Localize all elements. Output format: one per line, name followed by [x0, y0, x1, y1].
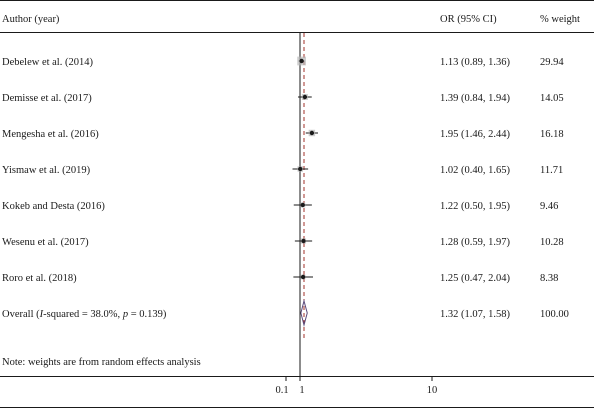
overall-label-part: -squared = 38.0%, — [43, 309, 123, 320]
footnote: Note: weights are from random effects an… — [2, 357, 201, 368]
study-ci-text: 1.13 (0.89, 1.36) — [440, 57, 510, 68]
overall-label: Overall (I-squared = 38.0%, p = 0.139) — [2, 309, 167, 320]
study-row: Roro et al. (2018) 1.25 (0.47, 2.04) 8.38 — [2, 273, 558, 284]
study-weight-text: 9.46 — [540, 201, 558, 212]
study-ci-text: 1.95 (1.46, 2.44) — [440, 129, 510, 140]
study-weight-text: 8.38 — [540, 273, 558, 284]
study-ci-text: 1.25 (0.47, 2.04) — [440, 273, 510, 284]
study-label: Wesenu et al. (2017) — [2, 237, 89, 248]
study-row: Yismaw et al. (2019) 1.02 (0.40, 1.65) 11.… — [2, 165, 563, 176]
x-tick-label: 0.1 — [275, 385, 288, 396]
study-ci-text: 1.22 (0.50, 1.95) — [440, 201, 510, 212]
x-tick-label: 1 — [299, 385, 304, 396]
pooled-diamond — [300, 299, 308, 327]
study-row: Kokeb and Desta (2016) 1.22 (0.50, 1.95) 9… — [2, 201, 558, 212]
study-label: Debelew et al. (2014) — [2, 57, 93, 68]
overall-ci-text: 1.32 (1.07, 1.58) — [440, 309, 510, 320]
point-estimate — [301, 238, 306, 244]
overall-weight-text: 100.00 — [540, 309, 569, 320]
study-row: Demisse et al. (2017) 1.39 (0.84, 1.94) 14… — [2, 93, 564, 104]
study-weight-text: 14.05 — [540, 93, 564, 104]
study-weight-text: 16.18 — [540, 129, 564, 140]
study-row: Wesenu et al. (2017) 1.28 (0.59, 1.97) 10.… — [2, 237, 564, 248]
overall-label-part: I — [39, 309, 44, 320]
study-ci-text: 1.02 (0.40, 1.65) — [440, 165, 510, 176]
point-estimate — [299, 58, 304, 64]
x-tick-label: 10 — [427, 385, 438, 396]
study-ci-text: 1.39 (0.84, 1.94) — [440, 93, 510, 104]
study-label: Demisse et al. (2017) — [2, 93, 92, 104]
point-estimate — [298, 166, 303, 172]
study-row: Mengesha et al. (2016) 1.95 (1.46, 2.44) 1… — [2, 129, 564, 140]
x-axis-ticks: 0.1 1 10 — [275, 376, 437, 396]
header-ci: OR (95% CI) — [440, 14, 497, 25]
point-estimate — [302, 94, 308, 100]
study-label: Yismaw et al. (2019) — [2, 165, 91, 176]
study-ci-text: 1.28 (0.59, 1.97) — [440, 237, 510, 248]
overall-label-part: p — [122, 309, 128, 320]
header-study: Author (year) — [2, 14, 60, 25]
study-weight-text: 10.28 — [540, 237, 564, 248]
overall-label-part: = 0.139) — [128, 309, 167, 320]
study-label: Roro et al. (2018) — [2, 273, 77, 284]
overall-row: Overall (I-squared = 38.0%, p = 0.139) 1.… — [2, 299, 569, 327]
header-weight: % weight — [540, 14, 580, 25]
study-label: Kokeb and Desta (2016) — [2, 201, 105, 212]
point-estimate — [300, 274, 306, 280]
overall-label-part: Overall ( — [2, 309, 40, 320]
point-estimate — [300, 202, 305, 208]
point-estimate — [309, 130, 315, 136]
study-label: Mengesha et al. (2016) — [2, 129, 99, 140]
study-weight-text: 11.71 — [540, 165, 563, 176]
study-rows: Debelew et al. (2014) 1.13 (0.89, 1.36) 29… — [2, 56, 569, 327]
study-weight-text: 29.94 — [540, 57, 564, 68]
study-row: Debelew et al. (2014) 1.13 (0.89, 1.36) 29… — [2, 56, 564, 68]
